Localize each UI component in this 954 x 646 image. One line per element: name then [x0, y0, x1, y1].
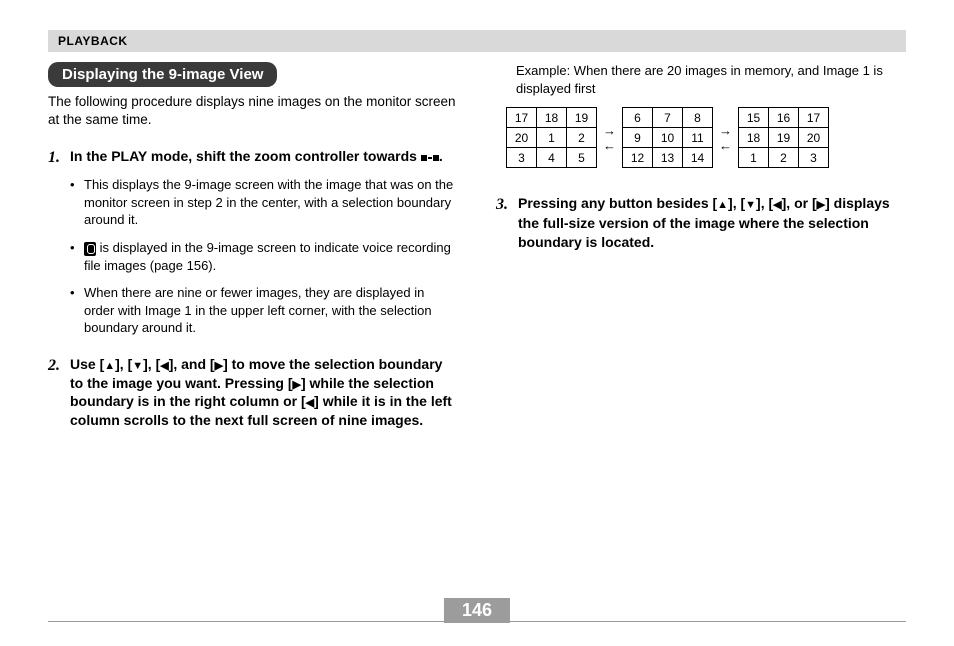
bullet-3: When there are nine or fewer images, the… [70, 284, 458, 337]
grid-cell: 15 [739, 108, 769, 128]
grid-cell: 2 [567, 128, 597, 148]
arrow-pair-1: → ← [603, 124, 616, 152]
down-icon: ▼ [132, 361, 143, 372]
s3-p2: ], [ [728, 195, 745, 211]
grid-cell: 20 [507, 128, 537, 148]
grid-cell: 14 [683, 148, 713, 168]
section-title: Displaying the 9-image View [48, 62, 277, 87]
grid-cell: 5 [567, 148, 597, 168]
right-icon: ▶ [215, 361, 223, 372]
right-column: Example: When there are 20 images in mem… [496, 62, 906, 448]
intro-text: The following procedure displays nine im… [48, 93, 458, 129]
grid-1: 171819 2012 345 [506, 107, 597, 168]
grids-row: 1718192012345 → ← 67891011121314 → ← 151… [506, 107, 906, 168]
arrow-right-icon: → [603, 124, 616, 137]
grid-cell: 17 [799, 108, 829, 128]
grid-cell: 1 [739, 148, 769, 168]
grid-cell: 4 [537, 148, 567, 168]
grid-cell: 13 [653, 148, 683, 168]
grid-cell: 6 [623, 108, 653, 128]
grid-cell: 12 [623, 148, 653, 168]
grid-cell: 8 [683, 108, 713, 128]
step-1: In the PLAY mode, shift the zoom control… [48, 147, 458, 336]
grid-2: 678 91011 121314 [622, 107, 713, 168]
bullet-1: This displays the 9-image screen with th… [70, 176, 458, 229]
grid-cell: 3 [507, 148, 537, 168]
header-section-label: PLAYBACK [58, 34, 128, 48]
arrow-pair-2: → ← [719, 124, 732, 152]
content-columns: Displaying the 9-image View The followin… [48, 62, 906, 448]
zoom-out-icon [421, 155, 439, 161]
steps-list: In the PLAY mode, shift the zoom control… [48, 147, 458, 430]
page: PLAYBACK Displaying the 9-image View The… [0, 0, 954, 646]
s2-p1: Use [ [70, 356, 104, 372]
grid-cell: 20 [799, 128, 829, 148]
example-caption: Example: When there are 20 images in mem… [516, 62, 906, 97]
bullet-2-text: is displayed in the 9-image screen to in… [84, 240, 451, 273]
step-1-text-before: In the PLAY mode, shift the zoom control… [70, 148, 421, 164]
left-icon: ◀ [773, 200, 781, 211]
page-number: 146 [444, 598, 510, 623]
grid-cell: 19 [567, 108, 597, 128]
grid-cell: 19 [769, 128, 799, 148]
mic-icon [84, 242, 96, 256]
grid-1-body: 171819 2012 345 [507, 108, 597, 168]
grid-cell: 17 [507, 108, 537, 128]
s2-p4: ], and [ [169, 356, 215, 372]
grid-3-body: 151617 181920 123 [739, 108, 829, 168]
step-1-text-after: . [439, 148, 443, 164]
step-3: Pressing any button besides [▲], [▼], [◀… [496, 194, 906, 253]
arrow-left-icon: ← [719, 139, 732, 152]
grid-cell: 3 [799, 148, 829, 168]
grid-cell: 16 [769, 108, 799, 128]
s3-p3: ], [ [756, 195, 773, 211]
grid-cell: 7 [653, 108, 683, 128]
left-icon: ◀ [160, 361, 168, 372]
up-icon: ▲ [717, 200, 728, 211]
left-column: Displaying the 9-image View The followin… [48, 62, 458, 448]
grid-3: 151617 181920 123 [738, 107, 829, 168]
s2-p3: ], [ [143, 356, 160, 372]
header-bar: PLAYBACK [48, 30, 906, 52]
right-icon-2: ▶ [292, 380, 300, 391]
step-1-bullets: This displays the 9-image screen with th… [70, 176, 458, 336]
grid-cell: 9 [623, 128, 653, 148]
grid-cell: 18 [739, 128, 769, 148]
grid-cell: 10 [653, 128, 683, 148]
grid-cell: 2 [769, 148, 799, 168]
arrow-right-icon: → [719, 124, 732, 137]
s3-p4: ], or [ [782, 195, 817, 211]
right-icon: ▶ [817, 200, 825, 211]
grid-cell: 18 [537, 108, 567, 128]
bullet-2: is displayed in the 9-image screen to in… [70, 239, 458, 274]
grid-cell: 1 [537, 128, 567, 148]
arrow-left-icon: ← [603, 139, 616, 152]
s3-p1: Pressing any button besides [ [518, 195, 717, 211]
grid-2-body: 678 91011 121314 [623, 108, 713, 168]
grid-cell: 11 [683, 128, 713, 148]
up-icon: ▲ [104, 361, 115, 372]
step-2: Use [▲], [▼], [◀], and [▶] to move the s… [48, 355, 458, 431]
s2-p2: ], [ [115, 356, 132, 372]
down-icon: ▼ [745, 200, 756, 211]
footer: 146 [48, 621, 906, 622]
left-icon-2: ◀ [306, 398, 314, 409]
